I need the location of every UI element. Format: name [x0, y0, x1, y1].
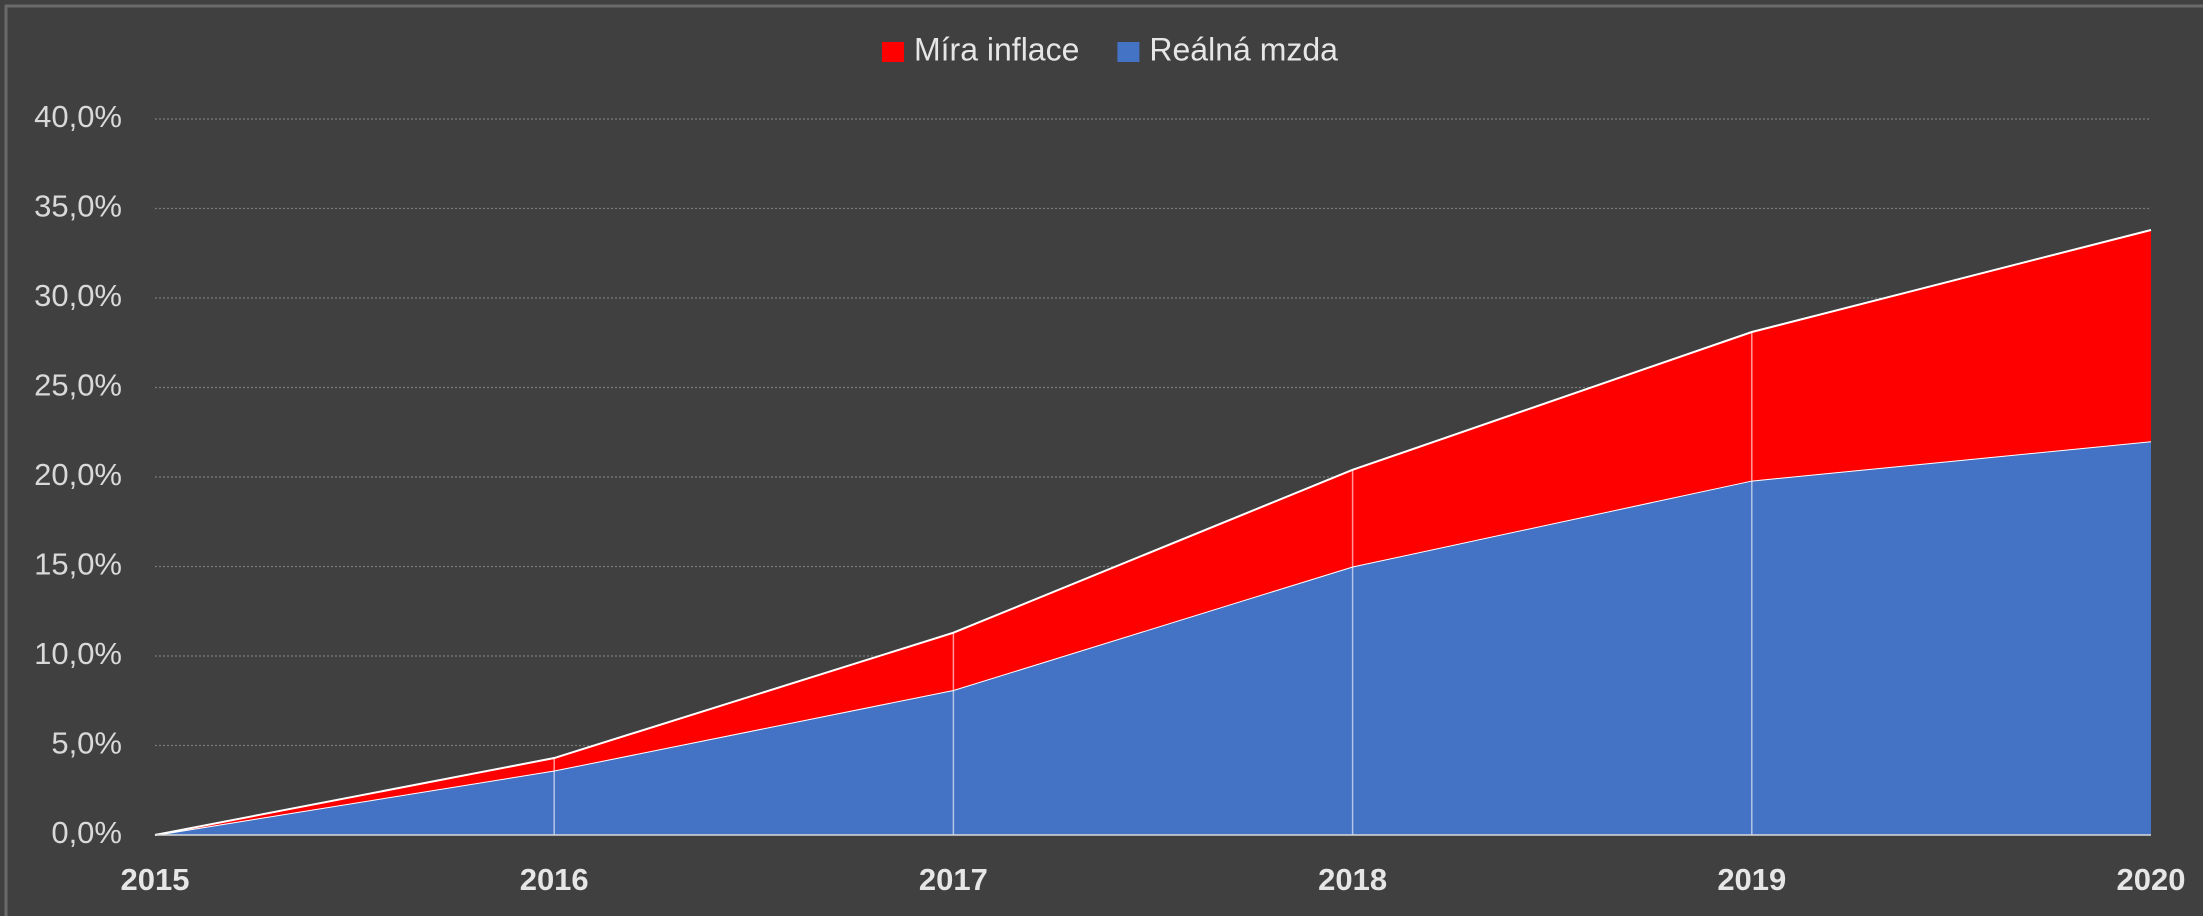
area: [155, 441, 2151, 835]
x-tick-label: 2017: [919, 862, 988, 897]
y-tick-label: 25,0%: [34, 368, 122, 403]
y-tick-label: 15,0%: [34, 547, 122, 582]
y-tick-label: 20,0%: [34, 457, 122, 492]
x-tick-label: 2016: [520, 862, 589, 897]
y-tick-label: 0,0%: [51, 815, 122, 850]
y-tick-label: 40,0%: [34, 99, 122, 134]
x-tick-label: 2020: [2117, 862, 2186, 897]
y-tick-label: 10,0%: [34, 636, 122, 671]
y-tick-label: 35,0%: [34, 189, 122, 224]
legend-label: Reálná mzda: [1149, 31, 1338, 67]
y-tick-label: 30,0%: [34, 278, 122, 313]
legend-swatch: [882, 42, 904, 62]
x-tick-label: 2018: [1318, 862, 1387, 897]
area-edge: [154, 229, 2152, 836]
x-tick-label: 2015: [121, 862, 190, 897]
legend-label: Míra inflace: [914, 31, 1079, 67]
y-tick-label: 5,0%: [51, 726, 122, 761]
area: [155, 229, 2151, 836]
x-tick-label: 2019: [1717, 862, 1786, 897]
chart-border: [4, 4, 2203, 916]
legend-swatch: [1117, 42, 1140, 62]
